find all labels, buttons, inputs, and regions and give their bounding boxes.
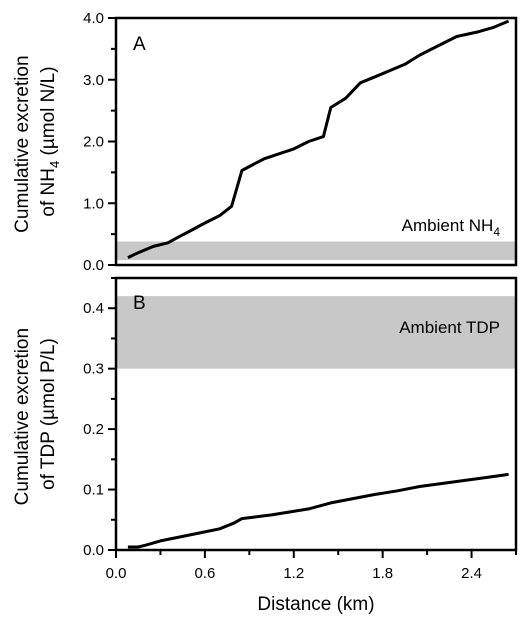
ambient-nh4-band [116, 241, 516, 261]
y-axis-title-group: Cumulative excretion of NH4 (µmol N/L) [12, 50, 62, 233]
x-tick-label: 0.6 [194, 565, 215, 582]
x-tick-label: 1.8 [372, 565, 393, 582]
panel-letter-b: B [133, 293, 146, 314]
panel-letter-a: A [133, 34, 146, 55]
y-tick-label: 0.4 [83, 300, 104, 317]
ambient-tdp-band [116, 296, 516, 369]
y-ticks-b: 0.0 0.1 0.2 0.3 0.4 [83, 277, 116, 559]
y-tick-label: 0.0 [83, 257, 104, 274]
ambient-nh4-label: Ambient NH4 [402, 216, 501, 239]
y-tick-label: 1.0 [83, 195, 104, 212]
y-axis-title-a: Cumulative excretion of NH4 (µmol N/L) [12, 50, 62, 233]
y-tick-label: 4.0 [83, 10, 104, 27]
y-tick-label: 0.3 [83, 361, 104, 378]
plot-frame-b [114, 276, 518, 552]
series-a-line [127, 19, 510, 259]
x-tick-label: 1.2 [283, 565, 304, 582]
y-ticks-a: 0.0 1.0 2.0 3.0 4.0 [83, 10, 116, 274]
panel-a: Ambient NH4 0.0 1.0 2.0 3.0 4.0 A Cumulative… [12, 10, 518, 274]
x-axis-title: Distance (km) [257, 594, 374, 615]
y-tick-label: 0.2 [83, 421, 104, 438]
series-b-line [127, 472, 509, 549]
y-tick-label: 0.1 [83, 482, 104, 499]
x-tick-label: 0.0 [106, 565, 127, 582]
plot-frame-a [114, 16, 518, 267]
x-ticks-b: 0.0 0.6 1.2 1.8 2.4 [106, 550, 517, 582]
panel-b: Ambient TDP 0.0 0.1 0.2 0.3 0.4 0.0 0.6 1.2 1.8… [12, 276, 518, 615]
x-tick-label: 2.4 [461, 565, 482, 582]
ambient-tdp-label: Ambient TDP [399, 318, 500, 337]
series-line [127, 472, 509, 549]
y-tick-label: 3.0 [83, 72, 104, 89]
y-tick-label: 0.0 [83, 542, 104, 559]
y-axis-title-b: Cumulative excretion of TDP (µmol P/L) [12, 323, 59, 506]
y-tick-label: 2.0 [83, 134, 104, 151]
y-axis-title-group: Cumulative excretion of TDP (µmol P/L) [12, 323, 59, 506]
series-line [127, 19, 510, 259]
